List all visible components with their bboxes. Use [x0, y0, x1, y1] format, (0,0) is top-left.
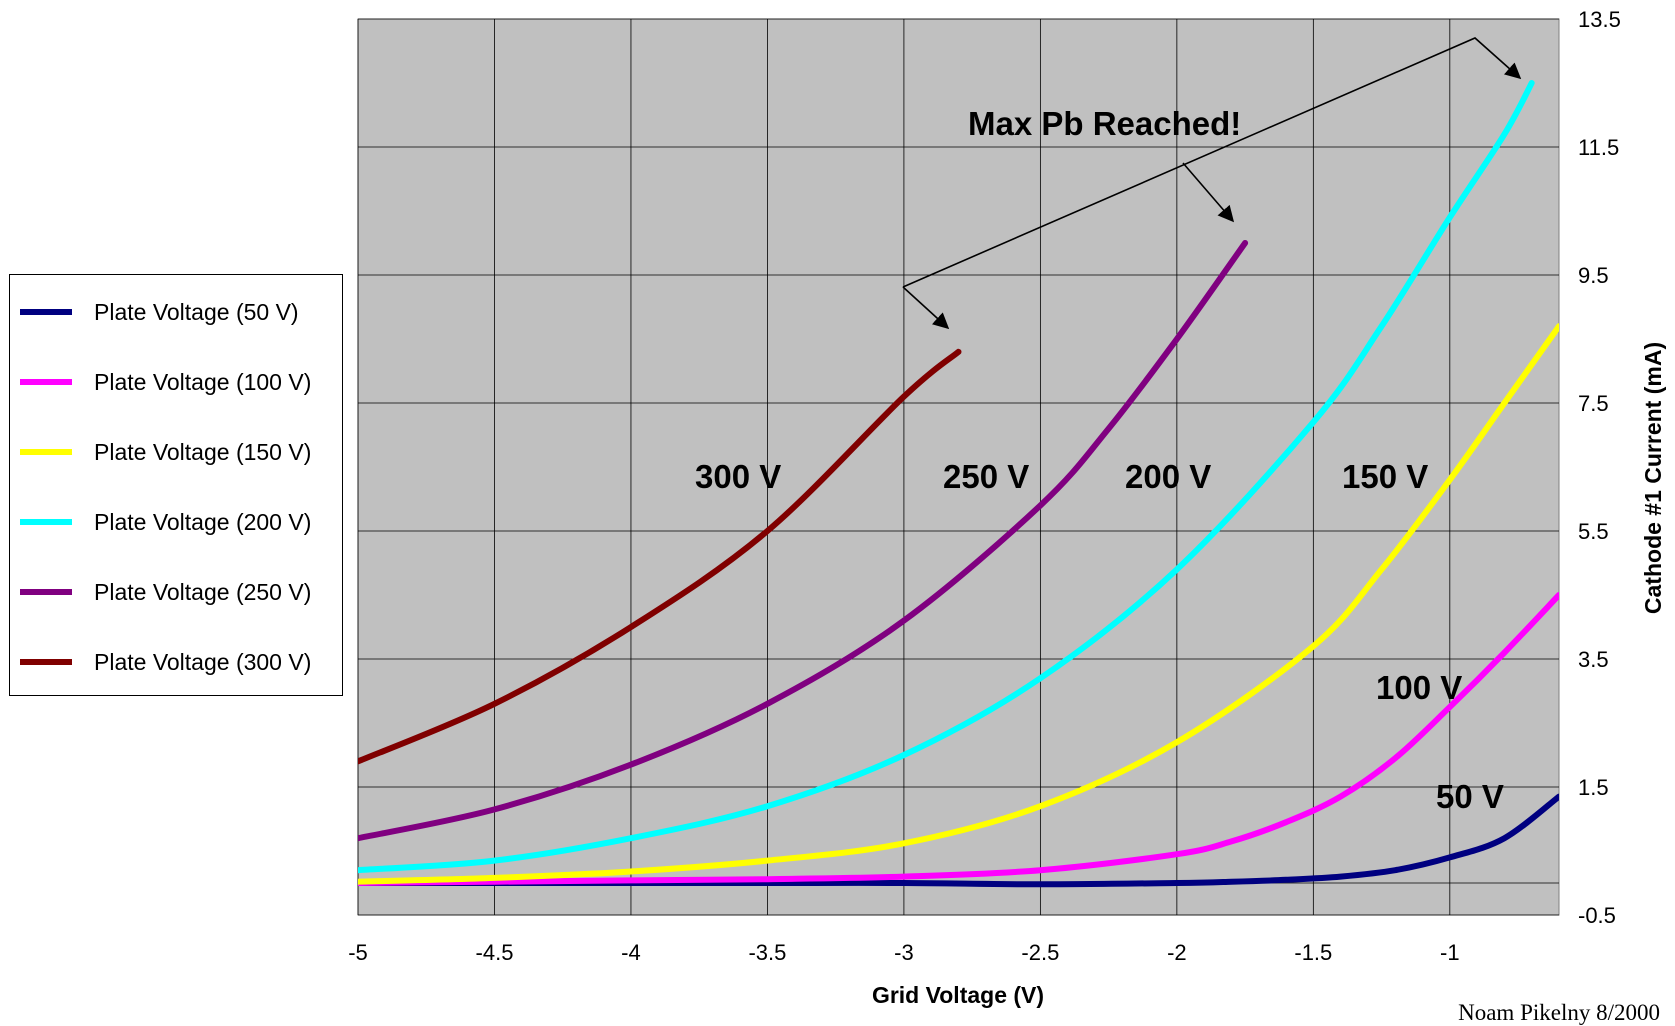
x-tick-label: -2.5: [1021, 940, 1059, 965]
series-line-5: [358, 348, 962, 765]
legend: Plate Voltage (50 V) Plate Voltage (100 …: [9, 274, 343, 696]
annotation-leader-line: [902, 37, 1522, 288]
legend-item-200v: Plate Voltage (200 V): [20, 507, 311, 537]
y-tick-label: 11.5: [1578, 135, 1619, 160]
x-axis-title: Grid Voltage (V): [872, 982, 1044, 1008]
annotation-arrow-300v: [902, 286, 950, 330]
series-lines: [358, 80, 1559, 888]
legend-swatch-250v: [20, 589, 72, 595]
series-line-4: [358, 240, 1249, 842]
legend-swatch-150v: [20, 449, 72, 455]
x-tick-label: -2: [1167, 940, 1187, 965]
curve-label-300v: 300 V: [695, 458, 781, 495]
legend-item-50v: Plate Voltage (50 V): [20, 297, 299, 327]
x-tick-label: -5: [348, 940, 368, 965]
legend-label-250v: Plate Voltage (250 V): [94, 578, 312, 605]
plot-area: [357, 18, 1560, 916]
legend-swatch-200v: [20, 519, 72, 525]
y-tick-label: -0.5: [1578, 903, 1616, 928]
max-pb-annotation: Max Pb Reached!: [968, 105, 1241, 142]
curve-label-100v: 100 V: [1376, 669, 1462, 706]
annotation-arrows: [902, 37, 1522, 330]
x-tick-label: -1: [1440, 940, 1460, 965]
author-credit: Noam Pikelny 8/2000: [1458, 1000, 1660, 1025]
annotation-arrow-250v: [1182, 162, 1235, 223]
y-tick-label: 1.5: [1578, 775, 1609, 800]
curve-label-50v: 50 V: [1436, 778, 1504, 815]
y-tick-label: 13.5: [1578, 7, 1621, 32]
legend-item-100v: Plate Voltage (100 V): [20, 367, 311, 397]
legend-label-300v: Plate Voltage (300 V): [94, 648, 312, 675]
x-tick-label: -1.5: [1294, 940, 1332, 965]
y-axis-title: Cathode #1 Current (mA): [1640, 342, 1666, 614]
x-tick-label: -3: [894, 940, 914, 965]
curve-label-150v: 150 V: [1342, 458, 1428, 495]
x-tick-label: -3.5: [748, 940, 786, 965]
y-tick-label: 3.5: [1578, 647, 1609, 672]
legend-label-100v: Plate Voltage (100 V): [94, 368, 312, 395]
legend-item-250v: Plate Voltage (250 V): [20, 577, 311, 607]
legend-item-300v: Plate Voltage (300 V): [20, 647, 311, 677]
y-tick-label: 5.5: [1578, 519, 1609, 544]
legend-swatch-100v: [20, 379, 72, 385]
y-axis-ticks: -0.5 1.5 3.5 5.5 7.5 9.5 11.5 13.5: [1578, 7, 1621, 928]
x-tick-label: -4.5: [476, 940, 514, 965]
legend-label-200v: Plate Voltage (200 V): [94, 508, 312, 535]
series-line-2: [358, 323, 1559, 885]
legend-swatch-50v: [20, 309, 72, 315]
x-tick-label: -4: [621, 940, 641, 965]
curve-label-200v: 200 V: [1125, 458, 1211, 495]
y-tick-label: 9.5: [1578, 263, 1609, 288]
legend-swatch-300v: [20, 659, 72, 665]
series-line-3: [358, 80, 1535, 874]
series-line-1: [358, 592, 1559, 886]
legend-label-150v: Plate Voltage (150 V): [94, 438, 312, 465]
curve-label-250v: 250 V: [943, 458, 1029, 495]
x-axis-ticks: -5 -4.5 -4 -3.5 -3 -2.5 -2 -1.5 -1: [348, 940, 1459, 965]
legend-label-50v: Plate Voltage (50 V): [94, 298, 299, 325]
y-tick-label: 7.5: [1578, 391, 1609, 416]
legend-item-150v: Plate Voltage (150 V): [20, 437, 311, 467]
